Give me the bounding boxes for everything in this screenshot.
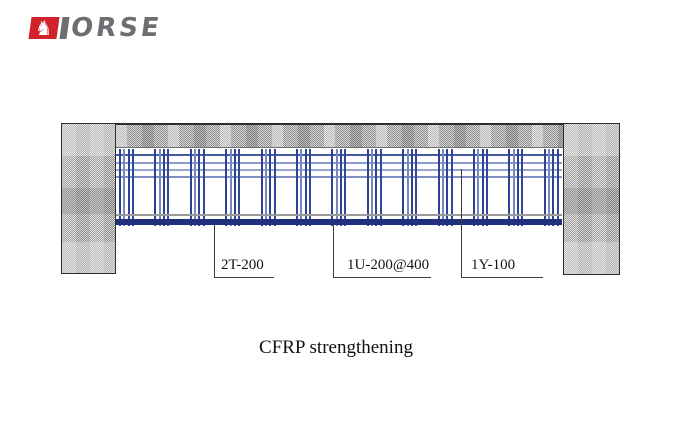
cfrp-u-wrap-line: [154, 149, 157, 226]
left-column: [61, 123, 116, 274]
cfrp-u-wrap-line: [446, 149, 449, 226]
cfrp-u-wrap-line: [158, 149, 161, 226]
right-column: [563, 123, 620, 275]
cfrp-u-wrap-line: [127, 149, 130, 226]
cfrp-side-strip-line: [116, 162, 562, 164]
cfrp-u-wrap-line: [512, 149, 515, 226]
logo-letters: ORSE: [68, 13, 164, 43]
diagram-caption: CFRP strengthening: [259, 337, 413, 358]
cfrp-u-wrap-line: [202, 149, 205, 226]
beam-web: [116, 148, 562, 226]
leader-underline-bottom-strip: [214, 277, 274, 278]
label-side-strip: 1Y-100: [471, 257, 516, 273]
cfrp-u-wrap-line: [402, 149, 405, 226]
horse-head-icon: ♞: [28, 16, 60, 40]
cfrp-u-wrap-line: [485, 149, 488, 226]
leader-underline-side-strip: [461, 277, 543, 278]
cfrp-u-wrap-line: [300, 149, 303, 226]
cfrp-u-wrap-line: [304, 149, 307, 226]
cfrp-u-wrap-line: [477, 149, 480, 226]
cfrp-side-strip-line: [116, 176, 562, 178]
leader-line-u-wrap: [333, 224, 334, 277]
cfrp-u-wrap-line: [119, 149, 121, 226]
beam-soffit-line: [116, 214, 562, 216]
brand-logo: ♞ ORSE: [28, 13, 164, 43]
cfrp-u-wrap-line: [371, 149, 374, 226]
cfrp-u-wrap-line: [163, 149, 165, 226]
cfrp-u-wrap-line: [508, 149, 511, 226]
cfrp-u-wrap-line: [379, 149, 382, 226]
logo-h-stem: [59, 17, 70, 39]
cfrp-u-wrap-line: [410, 149, 413, 226]
cfrp-u-wrap-line: [296, 149, 298, 226]
horse-head-glyph: ♞: [33, 16, 55, 40]
leader-line-side-strip: [461, 169, 462, 277]
cfrp-u-wrap-line: [437, 149, 440, 226]
cfrp-u-wrap-line: [450, 149, 453, 226]
cfrp-u-wrap-line: [543, 149, 546, 226]
cfrp-u-wrap-line: [229, 149, 232, 226]
cfrp-u-wrap-line: [344, 149, 347, 226]
label-u-wrap: 1U-200@400: [347, 257, 430, 273]
cfrp-u-wrap-line: [225, 149, 228, 226]
bottom-cfrp-strip: [116, 219, 562, 225]
leader-underline-u-wrap: [333, 277, 431, 278]
cfrp-u-wrap-line: [194, 149, 197, 226]
slab-hatch-band: [116, 123, 563, 148]
cfrp-u-wrap-line: [123, 149, 126, 226]
cfrp-u-wrap-line: [375, 149, 378, 226]
cfrp-u-wrap-line: [481, 149, 484, 226]
cfrp-u-wrap-line: [189, 149, 192, 226]
cfrp-u-wrap-line: [415, 149, 418, 226]
label-bottom-strip: 2T-200: [221, 257, 264, 273]
cfrp-u-wrap-line: [340, 149, 342, 226]
cfrp-u-wrap-line: [264, 149, 267, 226]
cfrp-u-wrap-line: [366, 149, 369, 226]
cfrp-u-wrap-line: [441, 149, 444, 226]
leader-line-bottom-strip: [214, 224, 215, 277]
cfrp-u-wrap-line: [238, 149, 241, 226]
cfrp-u-wrap-line: [473, 149, 475, 226]
cfrp-u-wrap-line: [131, 149, 134, 226]
cfrp-side-strip-line: [116, 154, 562, 156]
cfrp-u-wrap-line: [556, 149, 559, 226]
cfrp-u-wrap-line: [308, 149, 311, 226]
cfrp-side-strip-line: [116, 169, 562, 171]
cfrp-u-wrap-line: [269, 149, 272, 226]
cfrp-u-wrap-line: [335, 149, 338, 226]
cfrp-u-wrap-line: [198, 149, 201, 226]
cfrp-u-wrap-line: [406, 149, 409, 226]
cfrp-u-wrap-line: [331, 149, 334, 226]
cfrp-u-wrap-line: [521, 149, 524, 226]
cfrp-u-wrap-line: [517, 149, 519, 226]
cfrp-u-wrap-line: [548, 149, 551, 226]
cfrp-u-wrap-line: [552, 149, 555, 226]
cfrp-u-wrap-line: [260, 149, 263, 226]
cfrp-u-wrap-line: [273, 149, 276, 226]
cfrp-u-wrap-line: [233, 149, 236, 226]
cfrp-u-wrap-line: [167, 149, 170, 226]
